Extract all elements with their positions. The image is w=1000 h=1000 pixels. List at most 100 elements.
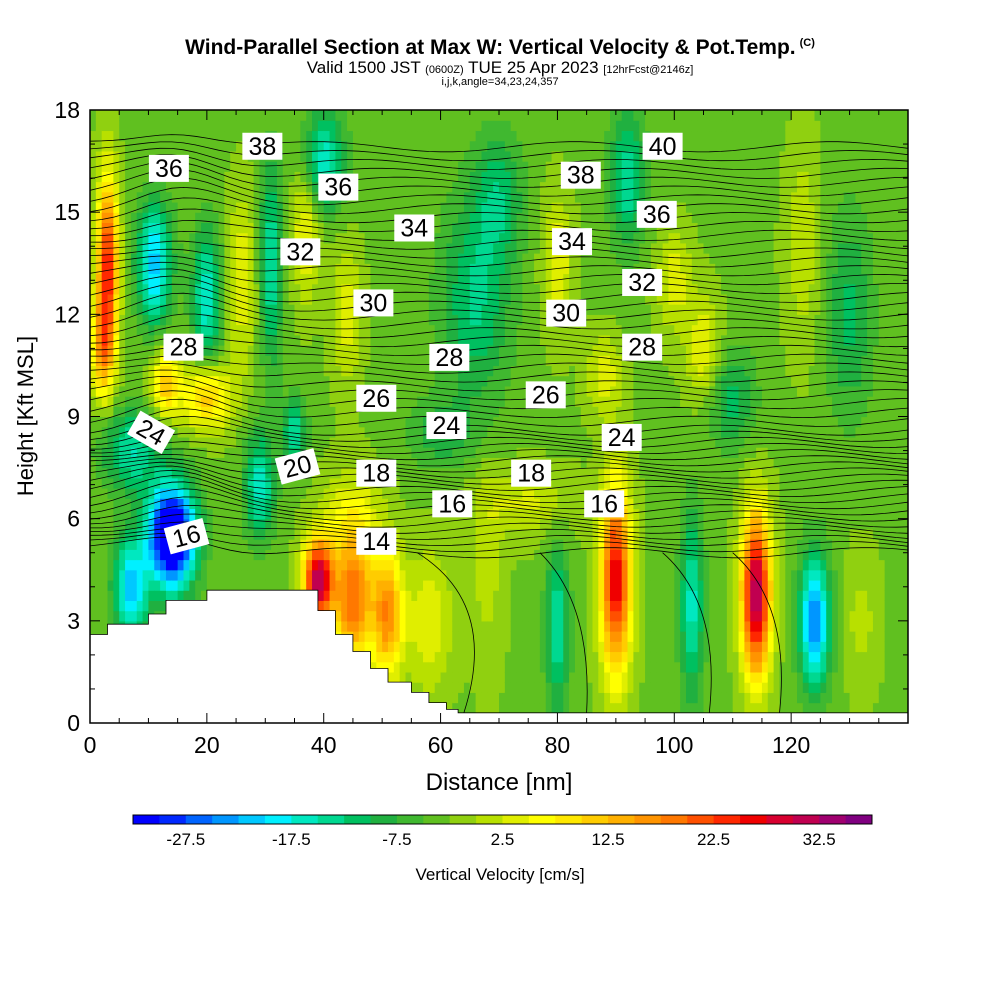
w-cell [423, 396, 430, 407]
w-cell [458, 436, 465, 448]
w-cell [218, 498, 225, 510]
w-cell [516, 549, 523, 561]
w-cell [393, 590, 401, 601]
w-cell [434, 150, 442, 162]
w-cell [469, 416, 477, 428]
w-cell [265, 447, 272, 458]
w-cell [148, 579, 155, 591]
w-cell [440, 150, 448, 162]
w-cell [335, 283, 342, 295]
w-cell [364, 263, 372, 275]
w-cell [265, 375, 272, 387]
w-cell [569, 631, 576, 642]
w-cell [160, 212, 167, 223]
w-cell [95, 610, 103, 622]
w-cell [247, 293, 255, 305]
w-cell [335, 426, 342, 438]
w-cell [434, 385, 442, 397]
w-cell [95, 385, 103, 397]
w-cell [130, 181, 138, 193]
w-cell [393, 539, 401, 550]
w-cell [148, 334, 155, 346]
w-cell [382, 201, 389, 213]
w-cell [230, 436, 237, 448]
w-cell [423, 355, 430, 367]
w-cell [493, 150, 500, 162]
w-cell [469, 263, 477, 275]
w-cell [364, 212, 372, 223]
w-cell [125, 600, 132, 612]
w-cell [463, 549, 471, 561]
w-cell [364, 610, 372, 622]
w-cell [201, 559, 208, 571]
w-cell [469, 385, 477, 397]
w-cell [551, 120, 559, 132]
w-cell [201, 314, 208, 326]
w-cell [387, 140, 395, 152]
w-cell [510, 191, 518, 203]
w-cell [539, 120, 547, 132]
w-cell [446, 273, 453, 285]
w-cell [376, 283, 383, 295]
w-cell [247, 110, 255, 121]
w-cell [300, 355, 307, 367]
w-cell [230, 334, 237, 346]
w-cell [522, 682, 529, 693]
w-cell [101, 426, 109, 438]
w-cell [516, 610, 523, 622]
w-cell [259, 426, 266, 438]
w-cell [463, 518, 471, 530]
w-cell [306, 549, 313, 561]
w-cell [510, 682, 518, 693]
w-cell [452, 222, 459, 234]
w-cell [312, 273, 319, 285]
w-cell [323, 344, 331, 356]
w-cell [352, 590, 360, 601]
w-cell [341, 263, 348, 275]
w-cell [335, 304, 342, 315]
w-cell [452, 304, 459, 315]
w-cell [569, 293, 576, 305]
w-cell [259, 447, 266, 458]
w-cell [125, 150, 132, 162]
w-cell [463, 304, 471, 315]
w-cell [271, 344, 278, 356]
w-cell [387, 620, 395, 632]
w-cell [487, 171, 494, 183]
w-cell [569, 191, 576, 203]
w-cell [142, 569, 150, 581]
w-cell [481, 539, 488, 550]
w-cell [510, 406, 518, 418]
w-cell [428, 641, 436, 653]
w-cell [516, 528, 523, 540]
w-cell [499, 528, 506, 540]
w-cell [405, 539, 412, 550]
w-cell [160, 539, 167, 550]
w-cell [241, 436, 249, 448]
w-cell [440, 283, 448, 295]
w-cell [382, 365, 389, 377]
w-cell [434, 110, 442, 121]
w-cell [551, 324, 559, 336]
w-cell [236, 222, 243, 234]
w-cell [382, 508, 389, 520]
w-cell [288, 498, 296, 510]
w-cell [271, 508, 278, 520]
w-cell [189, 253, 196, 264]
w-cell [335, 569, 342, 581]
w-cell [481, 508, 488, 520]
w-cell [136, 467, 144, 479]
w-cell [364, 579, 372, 591]
w-cell [499, 375, 506, 387]
w-cell [405, 671, 412, 683]
w-cell [417, 314, 424, 326]
w-cell [259, 559, 266, 571]
w-cell [528, 528, 535, 540]
w-cell [282, 396, 290, 407]
w-cell [370, 120, 377, 132]
w-cell [212, 559, 220, 571]
w-cell [534, 641, 541, 653]
w-cell [317, 355, 325, 367]
w-cell [206, 263, 214, 275]
w-cell [440, 232, 448, 244]
